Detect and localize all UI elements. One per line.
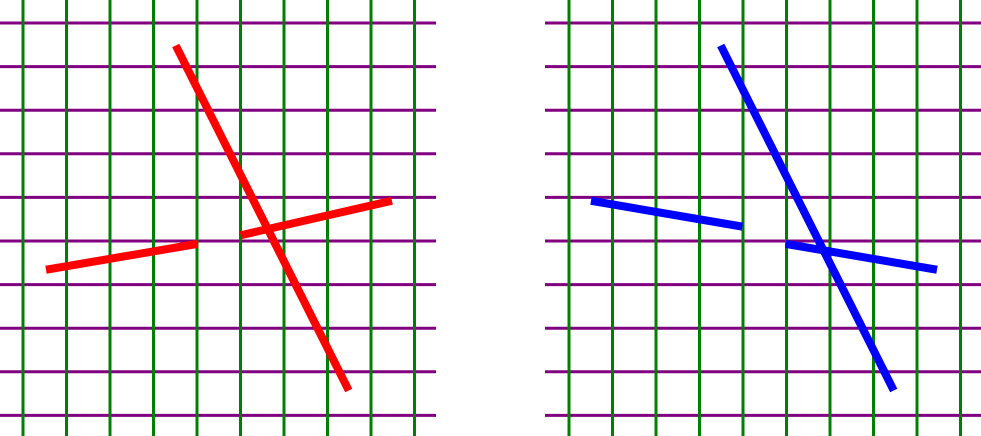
lower-right-segment (784, 239, 938, 274)
right-grid-panel (545, 0, 981, 436)
lower-left-segment (45, 239, 199, 274)
steep-line (717, 43, 898, 393)
left-grid-panel (0, 0, 436, 436)
upper-left-segment (590, 196, 744, 231)
upper-right-segment (239, 196, 393, 240)
steep-line (172, 43, 353, 393)
